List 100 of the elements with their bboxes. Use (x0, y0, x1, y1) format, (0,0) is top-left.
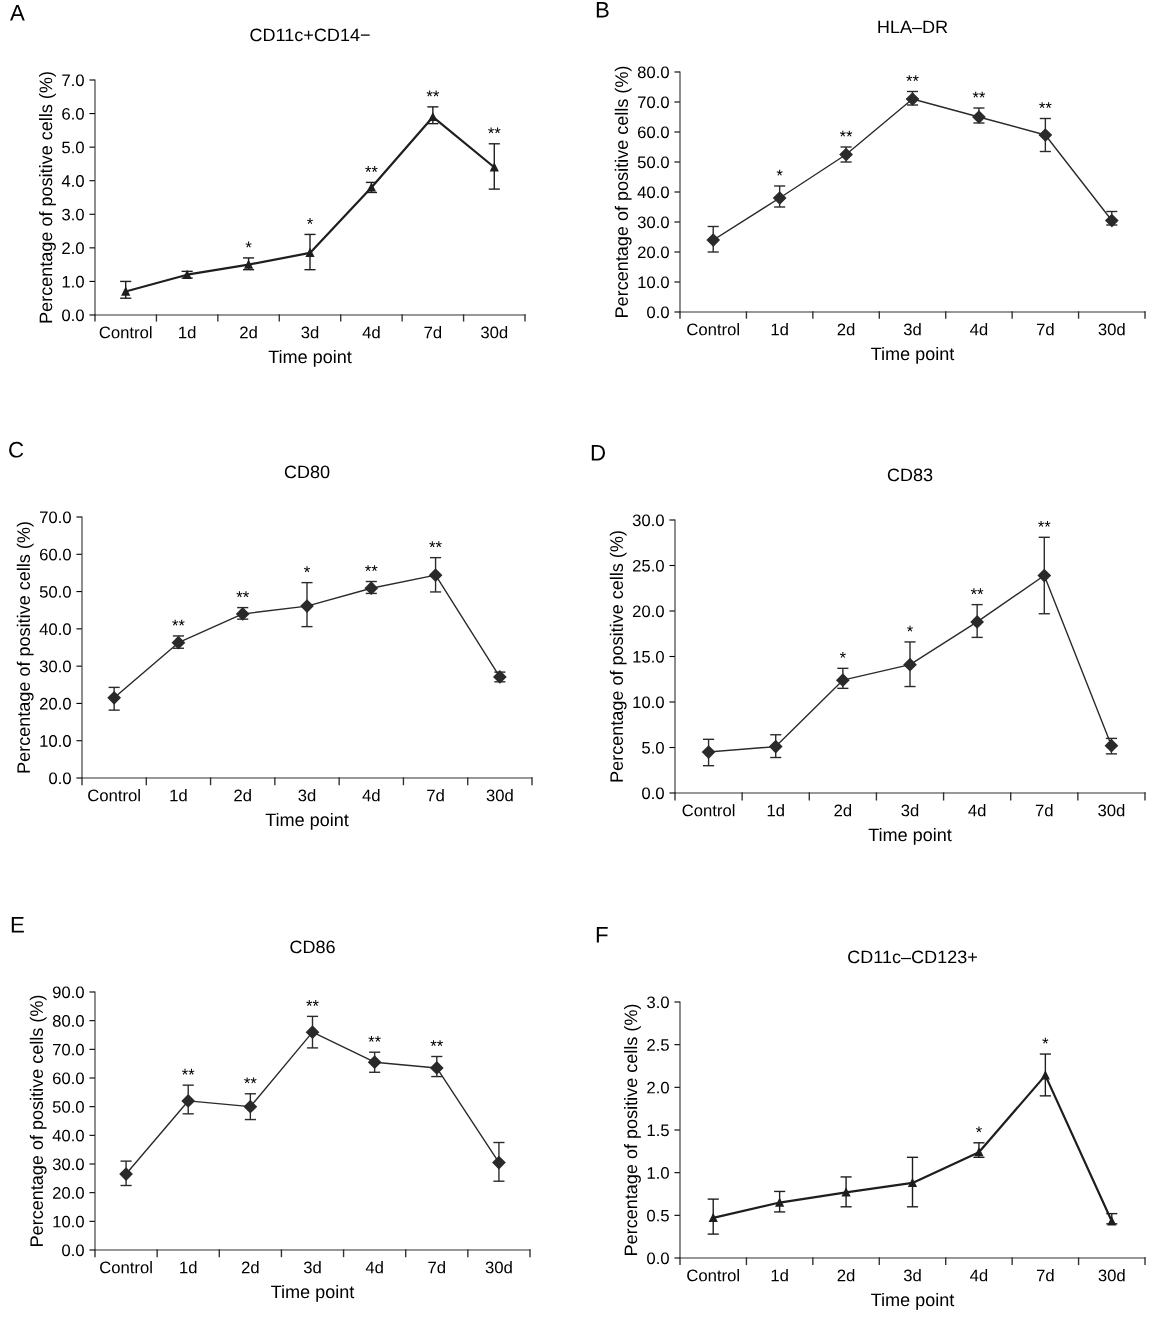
point (1038, 128, 1052, 142)
y-axis-title: Percentage of positive cells (%) (624, 1004, 641, 1255)
y-tick-label: 60.0 (39, 548, 71, 561)
x-tick-label: 7d (424, 326, 442, 339)
y-tick-label: 20.0 (637, 246, 669, 259)
text: A (10, 5, 25, 21)
x-tick-label: Control (100, 1261, 152, 1274)
annotation: ** (244, 1077, 257, 1084)
y-tick-label: 1.0 (647, 1167, 669, 1179)
annotation: * (975, 1126, 982, 1133)
y-tick-label: 0.0 (62, 1244, 84, 1257)
text: C (9, 441, 24, 458)
y-tick-label: 0.0 (647, 1252, 669, 1265)
y-tick-label: 40.0 (637, 186, 669, 199)
x-tick-label: 3d (903, 323, 921, 336)
y-tick-label: 1.5 (647, 1124, 669, 1137)
x-axis-title: Time point (268, 349, 352, 367)
point (836, 673, 850, 687)
annotation: * (776, 169, 783, 176)
x-tick-label: 3d (903, 1269, 921, 1282)
point (903, 658, 917, 672)
point (368, 1055, 382, 1069)
x-tick-label: 2d (234, 789, 251, 802)
annotation: ** (365, 166, 378, 172)
text: B (596, 2, 609, 18)
point (181, 1094, 195, 1108)
point (974, 1148, 984, 1157)
point (119, 1167, 133, 1181)
y-tick-label: 20.0 (39, 697, 71, 710)
x-tick-label: 30d (1098, 1269, 1125, 1282)
annotation: ** (839, 130, 853, 137)
chart-title: CD86 (290, 940, 335, 954)
y-tick-label: 0.0 (642, 787, 664, 800)
y-tick-label: 7.0 (62, 74, 84, 87)
y-tick-label: 40.0 (39, 623, 71, 636)
annotation: * (307, 218, 313, 224)
x-tick-label: 1d (179, 326, 196, 339)
x-tick-label: 1d (767, 804, 784, 817)
annotation: * (907, 625, 913, 632)
x-axis-title: Time point (271, 1284, 355, 1302)
x-tick-label: 4d (970, 323, 988, 336)
chart-title: CD11c–CD123+ (848, 950, 977, 964)
x-tick-label: 4d (362, 326, 380, 339)
x-tick-label: 3d (301, 326, 319, 339)
y-tick-label: 10.0 (53, 1215, 84, 1228)
chart-title: CD80 (284, 465, 330, 479)
x-tick-label: 7d (428, 1261, 445, 1274)
y-tick-label: 4.0 (61, 175, 84, 187)
x-tick-label: 4d (970, 1269, 988, 1282)
y-tick-label: 50.0 (52, 1101, 84, 1113)
point (775, 1198, 784, 1207)
x-tick-label: 7d (427, 789, 444, 802)
x-tick-label: 30d (1098, 323, 1125, 336)
x-tick-label: 2d (837, 323, 855, 336)
annotation: ** (972, 91, 986, 98)
point (701, 745, 716, 759)
x-tick-label: 3d (303, 1261, 321, 1274)
x-tick-label: 7d (1035, 804, 1053, 817)
y-tick-label: 50.0 (39, 585, 71, 598)
annotation: ** (236, 591, 249, 598)
point (1037, 568, 1051, 583)
chart-title: CD11c+CD14− (250, 28, 370, 42)
annotation: ** (182, 1068, 195, 1075)
x-tick-label: Control (99, 326, 152, 339)
x-tick-label: 1d (771, 323, 788, 336)
annotation: ** (306, 1000, 319, 1006)
y-tick-label: 70.0 (53, 1043, 84, 1056)
y-tick-label: 40.0 (52, 1129, 84, 1142)
y-tick-label: 2.0 (62, 242, 84, 255)
annotation: ** (970, 588, 984, 595)
x-tick-label: 1d (771, 1269, 788, 1282)
y-tick-label: 70.0 (40, 511, 71, 524)
x-tick-label: 1d (170, 789, 187, 802)
y-tick-label: 3.0 (647, 996, 669, 1009)
point (709, 1213, 718, 1223)
x-tick-label: 2d (834, 804, 852, 817)
x-tick-label: Control (687, 323, 739, 336)
chart-title: HLA–DR (878, 20, 948, 34)
point (107, 691, 121, 705)
annotation: ** (1039, 102, 1052, 109)
x-tick-label: 2d (240, 326, 257, 339)
x-tick-label: Control (687, 1269, 739, 1282)
y-tick-label: 0.0 (62, 309, 84, 322)
x-tick-label: 4d (365, 1261, 383, 1274)
y-tick-label: 30.0 (52, 1158, 84, 1171)
x-axis-title: Time point (265, 812, 349, 830)
x-tick-label: 30d (485, 1261, 512, 1274)
y-tick-label: 25.0 (632, 559, 664, 572)
x-axis-title: Time point (868, 827, 952, 845)
point (1041, 1071, 1050, 1080)
point (428, 112, 438, 122)
y-axis-title: Percentage of positive cells (%) (29, 995, 47, 1246)
y-tick-label: 80.0 (52, 1015, 84, 1027)
y-axis-title: Percentage of positive cells (%) (39, 72, 56, 323)
y-tick-label: 50.0 (637, 156, 669, 169)
x-tick-label: Control (682, 804, 735, 817)
point (243, 1100, 257, 1114)
point (428, 568, 443, 582)
x-tick-label: 30d (1098, 804, 1125, 817)
y-tick-label: 0.0 (647, 306, 669, 319)
